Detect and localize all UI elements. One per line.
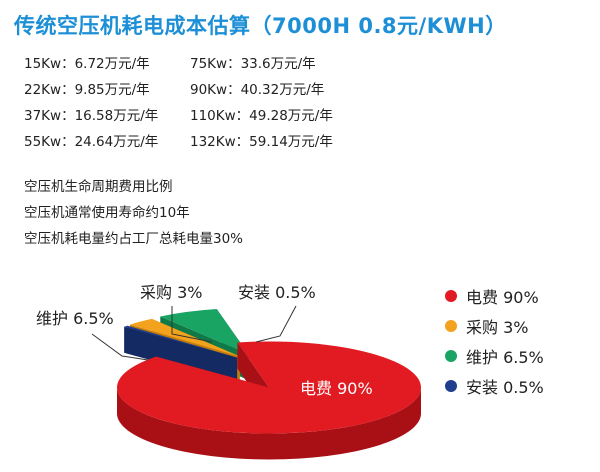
pie-rim-electricity (116, 387, 421, 460)
legend-item-electricity: 电费 90% (445, 284, 539, 308)
page-title: 传统空压机耗电成本估算（7000H 0.8元/KWH） (14, 14, 507, 38)
leader-line-maintenance (91, 333, 149, 361)
legend-item-purchase: 采购 3% (445, 314, 528, 338)
data-label-electricity: 电费 90% (300, 379, 373, 398)
legend-label-installation: 安装 0.5% (466, 378, 544, 397)
rate-15kw: 15Kw：6.72万元/年 (24, 56, 150, 72)
pie-top-installation (124, 325, 238, 358)
legend-item-installation: 安装 0.5% (445, 374, 544, 398)
legend-label-electricity: 电费 90% (466, 288, 539, 307)
rate-55kw: 55Kw：24.64万元/年 (24, 134, 159, 150)
note-lifecycle: 空压机生命周期费用比例 (24, 179, 173, 195)
legend-label-maintenance: 维护 6.5% (466, 348, 544, 367)
rate-90kw: 90Kw：40.32万元/年 (190, 82, 325, 98)
rate-75kw: 75Kw：33.6万元/年 (190, 56, 316, 72)
rate-22kw: 22Kw：9.85万元/年 (24, 82, 150, 98)
pie-wall-installation-1 (127, 325, 238, 384)
pie-top-electricity (116, 341, 422, 434)
leader-line-purchase (171, 306, 213, 343)
note-lifespan: 空压机通常使用寿命约10年 (24, 205, 190, 221)
rate-110kw: 110Kw：49.28万元/年 (190, 108, 333, 124)
rate-132kw: 132Kw：59.14万元/年 (190, 134, 333, 150)
legend-dot-purchase (445, 320, 457, 332)
note-consumption: 空压机耗电量约占工厂总耗电量30% (24, 231, 244, 247)
pie-slice-installation (124, 325, 238, 384)
legend-dot-installation (445, 380, 457, 392)
rate-37kw: 37Kw：16.58万元/年 (24, 108, 159, 124)
legend-item-maintenance: 维护 6.5% (445, 344, 544, 368)
data-label-purchase: 采购 3% (140, 283, 202, 302)
pie-top-purchase (130, 318, 240, 357)
legend-dot-electricity (445, 290, 457, 302)
pie-top-maintenance (160, 308, 249, 354)
legend-label-purchase: 采购 3% (466, 318, 529, 337)
data-label-installation: 安装 0.5% (238, 283, 316, 302)
data-label-maintenance: 维护 6.5% (36, 309, 114, 328)
leader-line-installation (255, 305, 297, 343)
legend-dot-maintenance (445, 350, 457, 362)
pie-slice-electricity (116, 341, 422, 460)
